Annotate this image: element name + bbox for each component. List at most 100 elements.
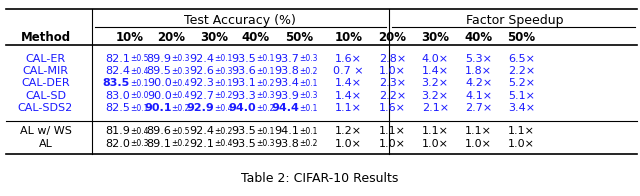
Text: AL: AL <box>38 139 52 149</box>
Text: 30%: 30% <box>421 31 449 44</box>
Text: CAL-SD: CAL-SD <box>25 91 66 101</box>
Text: 10%: 10% <box>335 31 363 44</box>
Text: ±0.4: ±0.4 <box>172 79 190 88</box>
Text: 2.2×: 2.2× <box>379 91 406 101</box>
Text: ±0.2: ±0.2 <box>172 139 190 148</box>
Text: 93.8: 93.8 <box>275 139 300 149</box>
Text: ±0.1: ±0.1 <box>256 67 275 76</box>
Text: 1.1×: 1.1× <box>379 126 406 136</box>
Text: 93.4: 93.4 <box>275 78 300 89</box>
Text: ±0.3: ±0.3 <box>256 91 275 100</box>
Text: 1.4×: 1.4× <box>422 66 449 76</box>
Text: AL w/ WS: AL w/ WS <box>19 126 72 136</box>
Text: ±0.1: ±0.1 <box>300 104 318 113</box>
Text: 40%: 40% <box>465 31 493 44</box>
Text: 3.4×: 3.4× <box>508 103 535 113</box>
Text: 89.6: 89.6 <box>147 126 172 136</box>
Text: 94.4: 94.4 <box>271 103 300 113</box>
Text: 93.5: 93.5 <box>231 54 256 64</box>
Text: ±0.2: ±0.2 <box>256 79 275 88</box>
Text: Test Accuracy (%): Test Accuracy (%) <box>184 14 296 27</box>
Text: ±0.2: ±0.2 <box>214 127 233 136</box>
Text: 5.3×: 5.3× <box>465 54 492 64</box>
Text: 1.1×: 1.1× <box>335 103 362 113</box>
Text: 3.2×: 3.2× <box>422 91 449 101</box>
Text: 93.1: 93.1 <box>231 78 256 89</box>
Text: 92.6: 92.6 <box>189 66 214 76</box>
Text: ±0.1: ±0.1 <box>300 79 318 88</box>
Text: 1.1×: 1.1× <box>422 126 449 136</box>
Text: CAL-SDS2: CAL-SDS2 <box>18 103 73 113</box>
Text: ±0.1: ±0.1 <box>214 79 233 88</box>
Text: 1.6×: 1.6× <box>335 54 362 64</box>
Text: 83.0: 83.0 <box>105 91 130 101</box>
Text: ±0.2: ±0.2 <box>214 91 233 100</box>
Text: 92.7: 92.7 <box>189 91 214 101</box>
Text: ±0.0: ±0.0 <box>130 91 148 100</box>
Text: 1.1×: 1.1× <box>508 126 535 136</box>
Text: 3.2×: 3.2× <box>422 78 449 89</box>
Text: ±0.1: ±0.1 <box>130 79 148 88</box>
Text: 92.4: 92.4 <box>189 54 214 64</box>
Text: ±0.1: ±0.1 <box>256 54 275 63</box>
Text: 92.3: 92.3 <box>189 78 214 89</box>
Text: 1.4×: 1.4× <box>335 91 362 101</box>
Text: Factor Speedup: Factor Speedup <box>467 14 564 27</box>
Text: ±0.3: ±0.3 <box>256 139 275 148</box>
Text: Method: Method <box>20 31 70 44</box>
Text: 81.9: 81.9 <box>105 126 130 136</box>
Text: 2.2×: 2.2× <box>508 66 535 76</box>
Text: 1.0×: 1.0× <box>379 139 406 149</box>
Text: 4.2×: 4.2× <box>465 78 492 89</box>
Text: 89.5: 89.5 <box>147 66 172 76</box>
Text: 90.0: 90.0 <box>147 91 172 101</box>
Text: 82.0: 82.0 <box>105 139 130 149</box>
Text: 4.1×: 4.1× <box>465 91 492 101</box>
Text: 20%: 20% <box>378 31 406 44</box>
Text: 93.3: 93.3 <box>231 91 256 101</box>
Text: 2.1×: 2.1× <box>422 103 449 113</box>
Text: 93.7: 93.7 <box>275 54 300 64</box>
Text: ±0.2: ±0.2 <box>172 104 190 113</box>
Text: 1.2×: 1.2× <box>335 126 362 136</box>
Text: 89.9: 89.9 <box>147 54 172 64</box>
Text: ±0.3: ±0.3 <box>172 67 190 76</box>
Text: 1.1×: 1.1× <box>465 126 492 136</box>
Text: CAL-DER: CAL-DER <box>21 78 70 89</box>
Text: 92.1: 92.1 <box>189 139 214 149</box>
Text: ±0.1: ±0.1 <box>214 54 233 63</box>
Text: ±0.4: ±0.4 <box>172 91 190 100</box>
Text: ±0.5: ±0.5 <box>172 127 190 136</box>
Text: 20%: 20% <box>157 31 186 44</box>
Text: 90.1: 90.1 <box>144 103 172 113</box>
Text: ±0.2: ±0.2 <box>300 139 318 148</box>
Text: 1.0×: 1.0× <box>335 139 362 149</box>
Text: 50%: 50% <box>285 31 314 44</box>
Text: 1.0×: 1.0× <box>422 139 449 149</box>
Text: 92.9: 92.9 <box>187 103 214 113</box>
Text: CAL-ER: CAL-ER <box>26 54 65 64</box>
Text: ±0.4: ±0.4 <box>130 127 148 136</box>
Text: 83.5: 83.5 <box>102 78 130 89</box>
Text: 2.7×: 2.7× <box>465 103 492 113</box>
Text: 94.1: 94.1 <box>275 126 300 136</box>
Text: ±0.3: ±0.3 <box>214 67 233 76</box>
Text: 82.4: 82.4 <box>105 66 130 76</box>
Text: 82.5: 82.5 <box>105 103 130 113</box>
Text: Table 2: CIFAR-10 Results: Table 2: CIFAR-10 Results <box>241 172 399 185</box>
Text: 92.4: 92.4 <box>189 126 214 136</box>
Text: ±0.2: ±0.2 <box>300 67 318 76</box>
Text: 1.0×: 1.0× <box>379 66 406 76</box>
Text: ±0.3: ±0.3 <box>130 139 148 148</box>
Text: CAL-MIR: CAL-MIR <box>22 66 68 76</box>
Text: ±0.1: ±0.1 <box>300 127 318 136</box>
Text: 10%: 10% <box>116 31 144 44</box>
Text: 1.4×: 1.4× <box>335 78 362 89</box>
Text: 1.6×: 1.6× <box>379 103 406 113</box>
Text: 93.6: 93.6 <box>231 66 256 76</box>
Text: 5.2×: 5.2× <box>508 78 535 89</box>
Text: 93.5: 93.5 <box>231 139 256 149</box>
Text: ±0.3: ±0.3 <box>300 54 318 63</box>
Text: ±0.5: ±0.5 <box>130 54 148 63</box>
Text: 50%: 50% <box>508 31 536 44</box>
